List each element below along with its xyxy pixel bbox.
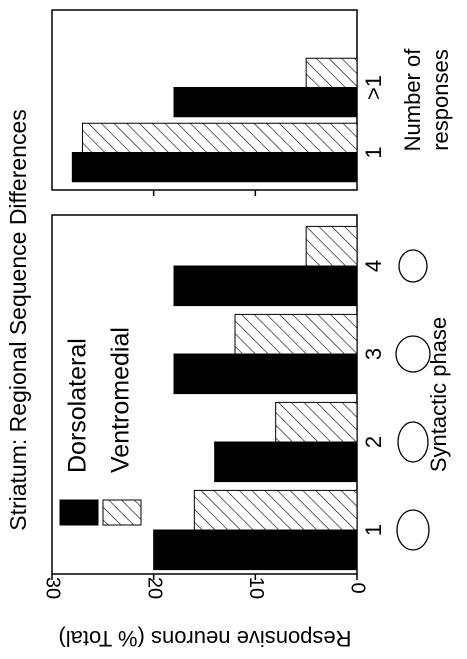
legend-swatch <box>102 499 142 526</box>
y-tick-label: 20 <box>143 577 165 599</box>
panel-frame <box>51 214 358 575</box>
bar <box>305 57 358 88</box>
y-axis-label: Responsive neurons (% Total) <box>58 626 351 651</box>
bar <box>234 313 358 355</box>
x-tick-label: 4 <box>361 260 386 272</box>
legend-label: Dorsolateral <box>64 338 92 473</box>
bar <box>82 122 358 153</box>
x-tick-label: 1 <box>361 146 386 158</box>
animal-icons <box>395 249 431 551</box>
x-axis-label: Syntactic phase <box>426 317 451 472</box>
x-tick-label: 2 <box>361 436 386 448</box>
x-axis-label: responses <box>428 49 453 151</box>
bar <box>173 353 358 395</box>
x-tick-label: 1 <box>361 524 386 536</box>
chart-title: Striatum: Regional Sequence Differences <box>5 109 31 530</box>
bar <box>173 87 358 118</box>
x-tick-label: >1 <box>361 75 386 100</box>
bar <box>275 401 358 443</box>
bar <box>153 529 358 571</box>
y-tick-label: 0 <box>347 582 369 593</box>
y-tick-label: 30 <box>42 577 64 599</box>
bar <box>193 489 358 531</box>
rotated-plot: Striatum: Regional Sequence Differences … <box>5 9 453 651</box>
y-tick-label: 10 <box>245 577 267 599</box>
bar <box>71 152 358 183</box>
bar <box>214 441 358 483</box>
x-tick-label: 3 <box>361 348 386 360</box>
legend-swatch <box>59 499 99 526</box>
bar <box>305 225 358 267</box>
bar <box>173 265 358 307</box>
legend-label: Ventromedial <box>107 327 135 473</box>
x-axis-label: Number of <box>400 48 425 152</box>
